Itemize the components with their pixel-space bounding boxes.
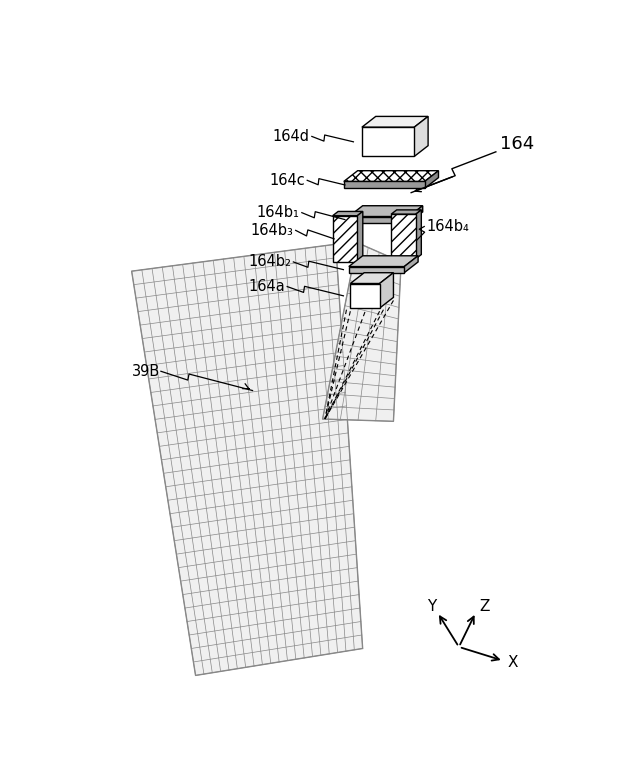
Polygon shape bbox=[349, 205, 422, 216]
Text: 164b₄: 164b₄ bbox=[427, 219, 469, 234]
Polygon shape bbox=[414, 116, 428, 157]
Text: 39B: 39B bbox=[132, 364, 160, 379]
Polygon shape bbox=[344, 181, 424, 188]
Text: 164b₃: 164b₃ bbox=[250, 223, 293, 238]
Polygon shape bbox=[362, 116, 428, 127]
Polygon shape bbox=[404, 256, 418, 273]
Polygon shape bbox=[349, 216, 409, 223]
Text: Z: Z bbox=[479, 599, 490, 614]
Polygon shape bbox=[323, 243, 401, 421]
Polygon shape bbox=[391, 214, 416, 259]
Polygon shape bbox=[416, 210, 421, 259]
Polygon shape bbox=[424, 171, 438, 188]
Text: 164d: 164d bbox=[273, 129, 310, 144]
Polygon shape bbox=[357, 212, 363, 262]
Text: 164b₁: 164b₁ bbox=[257, 205, 300, 220]
Text: X: X bbox=[508, 655, 518, 670]
Polygon shape bbox=[380, 273, 394, 308]
Polygon shape bbox=[350, 273, 394, 284]
Text: 164b₂: 164b₂ bbox=[248, 255, 291, 270]
Polygon shape bbox=[350, 284, 380, 308]
Polygon shape bbox=[409, 205, 422, 223]
Polygon shape bbox=[333, 216, 357, 262]
Polygon shape bbox=[349, 267, 404, 273]
Polygon shape bbox=[391, 210, 421, 214]
Polygon shape bbox=[349, 256, 418, 267]
Polygon shape bbox=[333, 212, 363, 216]
Text: 164a: 164a bbox=[248, 279, 285, 294]
Polygon shape bbox=[132, 245, 363, 676]
Polygon shape bbox=[362, 127, 414, 157]
Text: 164: 164 bbox=[500, 135, 534, 153]
Text: Y: Y bbox=[428, 599, 436, 614]
Polygon shape bbox=[344, 171, 438, 181]
Text: 164c: 164c bbox=[269, 172, 305, 188]
